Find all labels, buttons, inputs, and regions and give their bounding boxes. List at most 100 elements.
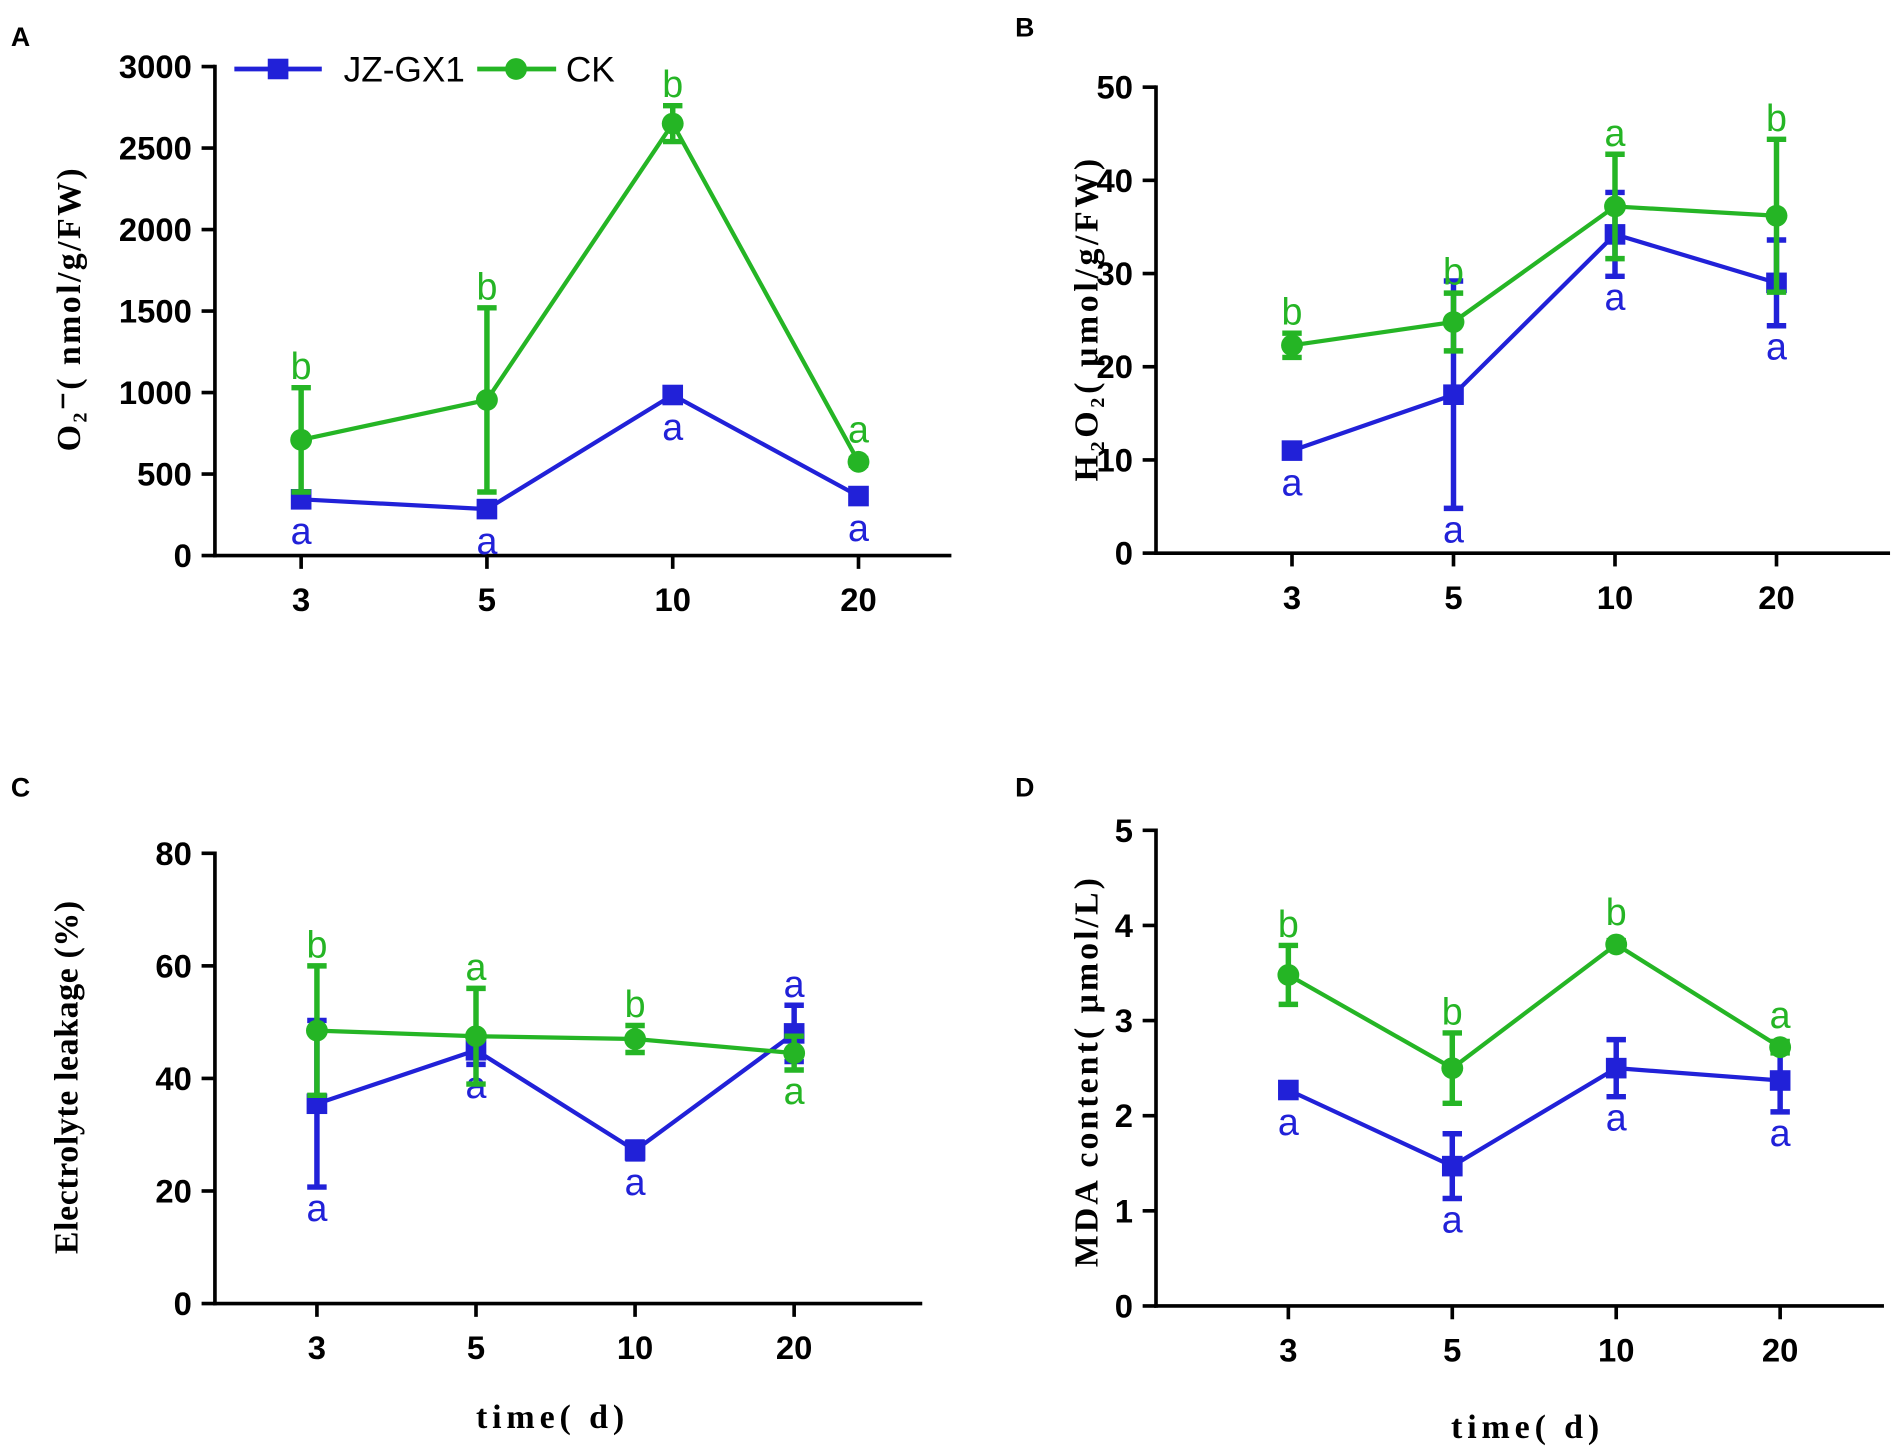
- panel-c-ck-line: [316, 1028, 795, 1056]
- panel-c-ytick-label-1: 20: [155, 1173, 191, 1210]
- panel-b-jz-gx1-line: [1291, 232, 1778, 453]
- panel-a-ck-point-5: [476, 388, 498, 411]
- panel-a-y-axis-label: O₂⁻( nmol/g/FW): [51, 166, 88, 452]
- panel-a-ytick-label-2: 1000: [119, 374, 192, 411]
- panel-d-ytick-label-5: 5: [1115, 812, 1133, 849]
- panel-a-ytick-label-1: 500: [137, 456, 192, 493]
- panel-a-ck-letter-10: b: [662, 63, 683, 105]
- panel-b-ck: b b a b: [1281, 97, 1788, 361]
- panel-c-xtick-label-2: 10: [617, 1329, 653, 1366]
- panel-d-ck-letter-3: b: [1278, 903, 1299, 945]
- panel-d-ytick-label-2: 2: [1115, 1097, 1133, 1134]
- panel-d-x-axis-label: time( d): [1451, 1409, 1604, 1446]
- panel-c-ck-letter-20: a: [784, 1070, 805, 1112]
- legend: JZ-GX1 CK: [234, 51, 615, 90]
- panel-b-y-axis-label: H₂O₂( μmol/g/FW): [1069, 155, 1106, 481]
- panel-a-ytick-label-4: 2000: [119, 211, 192, 248]
- panel-c-ck-letter-5: a: [466, 946, 487, 988]
- panel-b-jz-gx1: a a a a: [1281, 189, 1787, 550]
- panel-b-ytick-label-5: 50: [1096, 69, 1132, 106]
- panel-d-xtick-label-2: 10: [1598, 1332, 1634, 1369]
- panel-c-xtick-label-3: 20: [776, 1329, 812, 1366]
- panel-d-ytick-label-1: 1: [1115, 1192, 1133, 1229]
- panel-c-ck-point-10: [624, 1028, 646, 1050]
- panel-a-ck-letter-20: a: [848, 409, 869, 451]
- panel-a: A 0 500 1000 1500 2000 2500 3000 3 5 10 20 O₂⁻( nmol…: [11, 22, 952, 618]
- panel-c-ytick-label-0: 0: [174, 1285, 192, 1322]
- panel-d-jz-gx1-letter-3: a: [1278, 1101, 1299, 1143]
- panel-c-x-axis-label: time( d): [476, 1399, 629, 1436]
- panel-a-ytick-label-0: 0: [174, 537, 192, 574]
- panel-a-jz-gx1-letter-3: a: [291, 510, 312, 552]
- panel-a-jz-gx1: a a a a: [291, 384, 869, 562]
- panel-d-ck-line: [1287, 942, 1782, 1071]
- panel-c-ck-point-3: [306, 1019, 328, 1042]
- panel-b-ytick-label-3: 30: [1096, 255, 1132, 292]
- panel-c-jz-gx1-letter-20: a: [784, 963, 805, 1005]
- panel-c-ck-point-20: [783, 1042, 806, 1064]
- panel-c-jz-gx1-letter-10: a: [625, 1161, 646, 1203]
- panel-c-label: C: [11, 772, 30, 802]
- panel-c-xtick-label-1: 5: [467, 1329, 485, 1366]
- panel-b-ck-letter-3: b: [1282, 291, 1303, 333]
- panel-d-ck-point-5: [1441, 1057, 1464, 1080]
- panel-d-ck-letter-10: b: [1606, 891, 1627, 933]
- panel-b-xtick-label-0: 3: [1283, 579, 1301, 616]
- panel-a-xtick-label-1: 5: [478, 581, 496, 618]
- panel-d-ck-letter-5: b: [1442, 991, 1463, 1033]
- panel-d-jz-gx1-line: [1287, 1066, 1781, 1169]
- panel-b-jz-gx1-letter-20: a: [1766, 326, 1787, 368]
- panel-d-ck-point-10: [1605, 933, 1628, 956]
- panel-d-xtick-label-3: 20: [1762, 1332, 1798, 1369]
- panel-c-ck-letter-10: b: [625, 983, 646, 1025]
- panel-a-jz-gx1-point-20: [848, 485, 869, 507]
- panel-d-jz-gx1: a a a a: [1278, 1036, 1791, 1240]
- panel-c-ytick-label-3: 60: [155, 947, 191, 984]
- panel-d-xtick-label-0: 3: [1279, 1332, 1297, 1369]
- panel-b-ck-letter-20: b: [1766, 97, 1787, 139]
- legend-jz-gx1-marker: [267, 58, 289, 80]
- panel-a-ck-point-3: [290, 428, 313, 451]
- panel-c-ck-point-5: [465, 1025, 487, 1048]
- panel-d-ck-point-3: [1277, 964, 1300, 986]
- panel-d-jz-gx1-point-20: [1769, 1070, 1791, 1091]
- panel-a-jz-gx1-letter-20: a: [848, 507, 869, 549]
- panel-b-xtick-label-1: 5: [1444, 579, 1462, 616]
- panel-b-ck-point-10: [1604, 195, 1626, 218]
- panel-a-ck-letter-5: b: [476, 265, 497, 307]
- panel-c-ck: b a b a: [306, 923, 806, 1112]
- panel-a-ytick-label-3: 1500: [119, 293, 192, 330]
- panel-a-ck-line: [300, 121, 861, 463]
- legend-ck-marker: [505, 58, 527, 80]
- legend-jz-gx1-label: JZ-GX1: [344, 51, 465, 90]
- panel-c-xtick-label-0: 3: [308, 1329, 326, 1366]
- panel-d: D 0 1 2 3 4 5 3 5 10 20 MDA content( μmol/L) time( d…: [1015, 772, 1884, 1446]
- panel-b-ck-point-5: [1442, 311, 1465, 333]
- panel-a-ck-point-20: [847, 450, 870, 473]
- panel-d-label: D: [1015, 772, 1034, 802]
- panel-b-ck-letter-5: b: [1443, 251, 1464, 293]
- panel-d-jz-gx1-letter-5: a: [1442, 1198, 1463, 1240]
- panel-d-jz-gx1-letter-10: a: [1606, 1097, 1627, 1139]
- panel-c-ck-letter-3: b: [306, 923, 327, 965]
- panel-d-jz-gx1-point-3: [1278, 1079, 1299, 1101]
- panel-a-ytick-label-5: 2500: [119, 130, 192, 167]
- panel-c-y-axis-label: Electrolyte leakage (%): [49, 900, 86, 1254]
- panel-b-xtick-label-2: 10: [1597, 579, 1633, 616]
- panel-a-jz-gx1-letter-5: a: [476, 520, 497, 562]
- panel-d-jz-gx1-point-5: [1441, 1155, 1463, 1177]
- panel-d-y-axis-label: MDA content( μmol/L): [1069, 875, 1106, 1267]
- panel-b-xtick-label-3: 20: [1758, 579, 1794, 616]
- panel-a-ck: b b b a: [290, 63, 870, 495]
- panel-d-ck-point-20: [1769, 1036, 1792, 1059]
- panel-c-jz-gx1-point-10: [624, 1140, 646, 1161]
- panel-c-jz-gx1-point-3: [306, 1093, 328, 1115]
- panel-a-ytick-label-6: 3000: [119, 48, 192, 85]
- panel-d-xtick-label-1: 5: [1443, 1332, 1461, 1369]
- panel-b-jz-gx1-point-3: [1281, 440, 1303, 461]
- panel-d-ck-letter-20: a: [1770, 994, 1791, 1036]
- panel-b-ytick-label-2: 20: [1096, 348, 1132, 385]
- panel-a-ck-letter-3: b: [291, 345, 312, 387]
- panel-a-xtick-label-0: 3: [292, 581, 310, 618]
